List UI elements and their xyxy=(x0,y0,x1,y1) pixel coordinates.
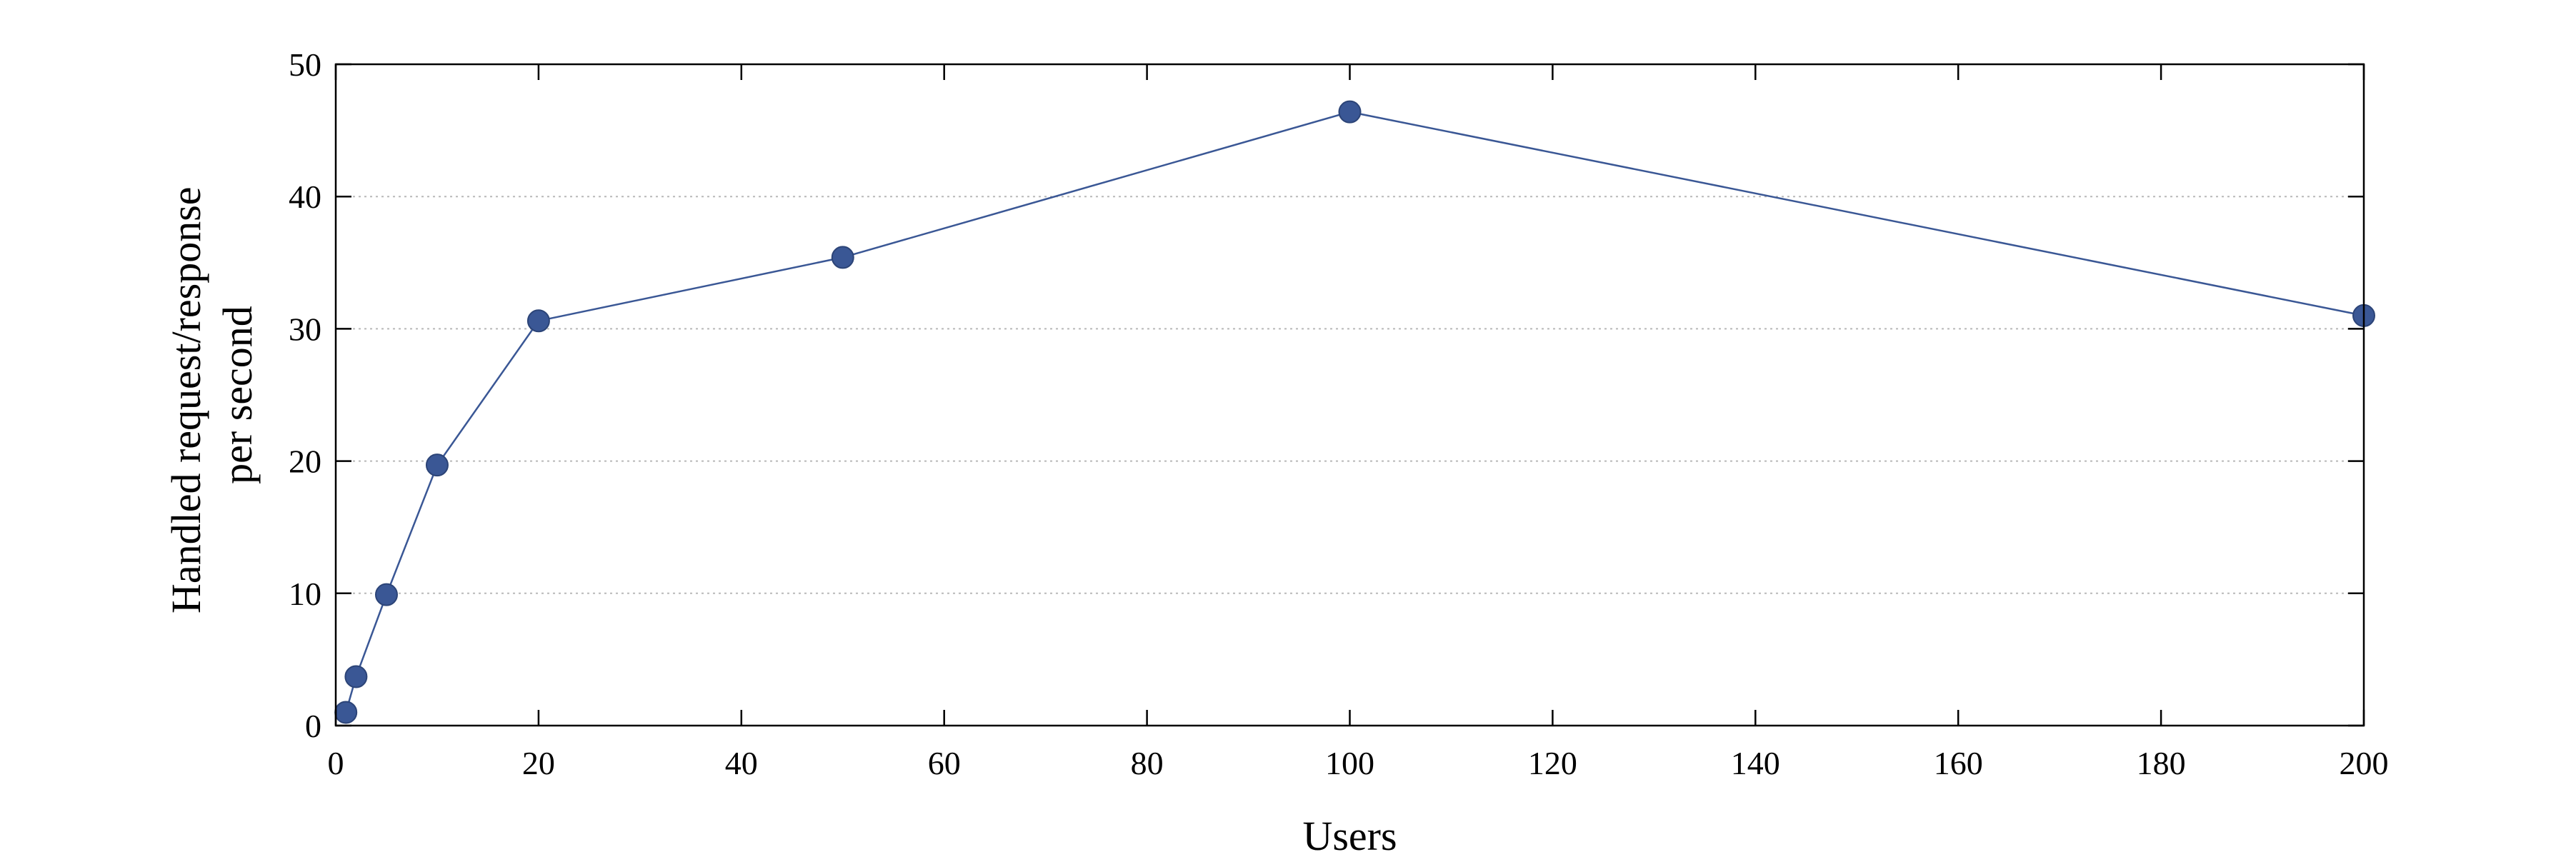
series-layer xyxy=(334,100,2375,724)
data-point xyxy=(526,309,550,333)
y-tick-label: 50 xyxy=(289,46,321,83)
x-tick-label: 80 xyxy=(1131,745,1164,781)
y-axis-tick-labels: 0 10 20 30 40 50 xyxy=(289,46,321,744)
x-tick-label: 160 xyxy=(1934,745,1983,781)
y-tick-label: 0 xyxy=(305,708,321,744)
y-tick-label: 30 xyxy=(289,311,321,347)
data-point xyxy=(425,453,449,477)
x-tick-label: 0 xyxy=(328,745,344,781)
y-axis-label-line-2: per second xyxy=(214,306,261,484)
x-tick-label: 120 xyxy=(1528,745,1577,781)
grid-lines xyxy=(336,196,2364,594)
axis-ticks xyxy=(334,63,2365,727)
x-tick-label: 20 xyxy=(522,745,555,781)
y-tick-label: 40 xyxy=(289,179,321,215)
data-point xyxy=(831,246,854,269)
y-tick-label: 10 xyxy=(289,576,321,612)
x-tick-label: 40 xyxy=(725,745,758,781)
data-point xyxy=(1338,100,1362,124)
y-axis-label-line-1: Handled request/response xyxy=(163,186,209,613)
x-tick-label: 140 xyxy=(1731,745,1780,781)
data-point xyxy=(374,583,398,606)
x-axis-label: Users xyxy=(1302,813,1397,857)
x-axis-tick-labels: 0 20 40 60 80 100 120 140 160 180 200 xyxy=(328,745,2389,781)
plot-frame xyxy=(334,63,2365,727)
x-tick-label: 60 xyxy=(928,745,961,781)
data-point xyxy=(334,701,358,724)
x-tick-label: 180 xyxy=(2137,745,2186,781)
series-line xyxy=(344,111,2365,713)
y-axis-label: Handled request/response per second xyxy=(163,176,261,613)
data-point xyxy=(344,665,368,688)
x-tick-label: 100 xyxy=(1325,745,1374,781)
y-tick-label: 20 xyxy=(289,443,321,480)
x-tick-label: 200 xyxy=(2340,745,2389,781)
